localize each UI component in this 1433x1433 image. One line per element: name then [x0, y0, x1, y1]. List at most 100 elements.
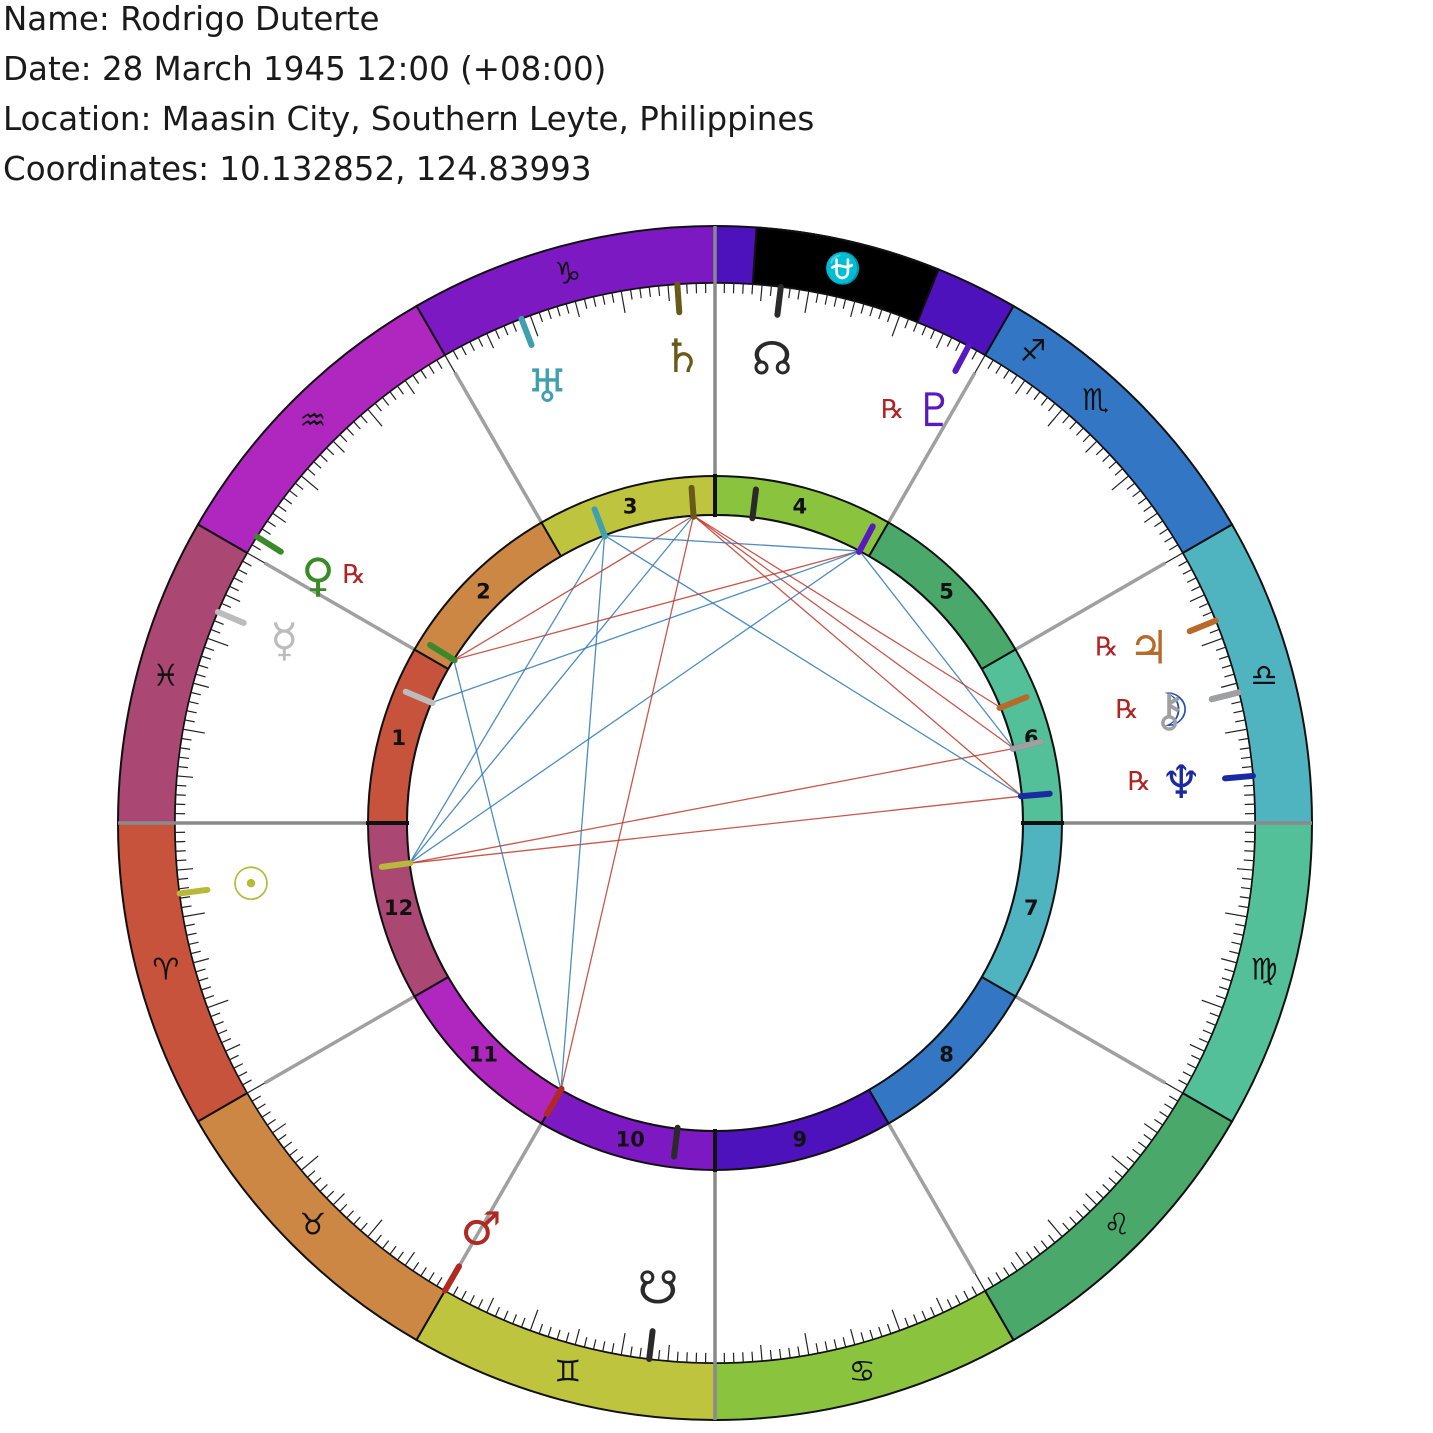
house-number-1: 1 [391, 726, 406, 750]
house-number-5: 5 [939, 579, 954, 603]
planet-marker-outer-uranus [518, 315, 535, 349]
retrograde-marker-venus: ℞ [342, 560, 365, 590]
birth-date: Date: 28 March 1945 12:00 (+08:00) [3, 50, 607, 88]
house-number-2: 2 [476, 579, 491, 603]
planet-marker-inner-chiron [1009, 738, 1045, 752]
planet-marker-inner-sun [378, 860, 414, 870]
sign-glyph-leo: ♌ [1104, 1207, 1131, 1242]
planet-marker-outer-jupiter [1186, 617, 1219, 635]
sign-glyph-cancer: ♋ [849, 1355, 876, 1390]
house-cusp-line-12 [263, 994, 416, 1085]
planet-glyph-pluto: ♇ [914, 383, 955, 437]
planet-marker-outer-mars [442, 1263, 462, 1294]
planet-marker-inner-jupiter [996, 694, 1030, 711]
aspect-line [453, 550, 860, 661]
planet-marker-inner-mercury [402, 688, 436, 707]
sign-glyph-capricorn: ♑ [554, 256, 581, 291]
birth-location: Location: Maasin City, Southern Leyte, P… [3, 100, 815, 138]
aspect-line [693, 515, 1015, 750]
planet-marker-inner-mars [544, 1085, 565, 1117]
planet-glyph-moon: ☽ [1148, 683, 1189, 737]
house-number-9: 9 [792, 1127, 807, 1151]
house-number-7: 7 [1024, 896, 1039, 920]
planet-marker-inner-venus [427, 641, 458, 664]
retrograde-marker-chiron: ℞ [1115, 695, 1138, 725]
house-number-3: 3 [623, 495, 638, 519]
sign-glyph-gemini: ♊ [554, 1355, 581, 1390]
planet-marker-outer-south-node [646, 1328, 656, 1362]
aspect-line [604, 534, 1023, 797]
aspect-line [409, 747, 1014, 864]
house-number-4: 4 [792, 495, 807, 519]
aspect-line [409, 795, 1022, 864]
planet-glyph-uranus: ♅ [527, 359, 568, 413]
sign-glyph-scorpio: ♏ [1082, 383, 1109, 418]
retrograde-marker-neptune: ℞ [1128, 767, 1151, 797]
house-number-10: 10 [616, 1127, 645, 1151]
planet-glyph-north-node: ☊ [752, 331, 793, 385]
sign-glyph-aquarius: ♒ [300, 404, 327, 439]
aspect-line [409, 550, 860, 864]
aspect-line [604, 534, 860, 552]
aspect-line [693, 515, 1023, 797]
planet-marker-outer-north-node [774, 284, 784, 318]
person-name: Name: Rodrigo Duterte [3, 0, 380, 38]
planet-markers [176, 281, 1256, 1362]
planet-marker-outer-chiron [1208, 689, 1242, 703]
planet-marker-inner-pluto [856, 523, 876, 555]
house-number-12: 12 [384, 896, 413, 920]
house-cusp-line-5 [886, 371, 977, 524]
planet-marker-outer-mercury [214, 609, 247, 626]
sign-glyph-libra: ♎ [1251, 658, 1278, 693]
zodiac-ring: ♈ ♉ ♊ ♋ ♌ ♍ ♎ ♏ ♐ ♑ ♒ ♓ ⛎ [116, 224, 1314, 1422]
chart-header: Name: Rodrigo Duterte Date: 28 March 194… [3, 0, 814, 194]
house-cusp-lines [118, 226, 1312, 1420]
house-cusp-line-11 [453, 1122, 544, 1275]
planet-glyph-mercury: ☿ [270, 613, 298, 667]
house-cusp-line-2 [263, 561, 416, 652]
house-number-8: 8 [939, 1043, 954, 1067]
planet-glyph-sun: ☉ [230, 857, 271, 911]
planet-glyphs: ☉☽☿♀ ℞♂♃℞♄♅♆℞♇℞⚷℞☊☋ [230, 329, 1201, 1314]
aspect-line [560, 515, 695, 1090]
planet-glyph-venus: ♀ [301, 548, 335, 602]
planet-glyph-neptune: ♆ [1161, 755, 1202, 809]
sign-glyph-aries: ♈ [152, 953, 179, 988]
planet-marker-outer-sun [176, 886, 211, 897]
sign-glyph-virgo: ♍ [1251, 953, 1278, 988]
planet-marker-outer-venus [254, 533, 284, 555]
retrograde-marker-jupiter: ℞ [1095, 633, 1118, 663]
planet-marker-inner-saturn [688, 484, 697, 520]
aspect-line [409, 535, 606, 864]
sign-glyph-taurus: ♉ [300, 1207, 327, 1242]
house-cusp-line-9 [886, 1122, 977, 1275]
planet-glyph-jupiter: ♃ [1128, 621, 1169, 675]
planet-marker-outer-pluto [952, 343, 972, 374]
planet-marker-inner-neptune [1017, 790, 1053, 800]
aspect-line [560, 535, 606, 1090]
planet-glyph-south-node: ☋ [638, 1261, 679, 1315]
planet-glyph-mars: ♂ [460, 1201, 501, 1255]
planet-glyph-saturn: ♄ [662, 329, 703, 383]
aspect-line [453, 659, 562, 1090]
planet-marker-inner-south-node [671, 1124, 681, 1160]
birth-coordinates: Coordinates: 10.132852, 124.83993 [3, 150, 592, 188]
planet-marker-inner-north-node [749, 486, 759, 522]
house-cusp-line-6 [1014, 561, 1167, 652]
planet-marker-outer-neptune [1222, 772, 1256, 782]
aspect-line [409, 515, 695, 864]
sign-glyph-sagittarius: ♐ [1019, 334, 1046, 369]
aspect-line [693, 515, 1001, 709]
house-number-11: 11 [469, 1043, 498, 1067]
planet-marker-outer-saturn [674, 281, 683, 316]
aspect-line [453, 515, 694, 661]
house-cusp-line-8 [1014, 994, 1167, 1085]
sign-glyph-ophiuchus: ⛎ [824, 251, 861, 287]
sign-glyph-pisces: ♓ [152, 658, 179, 693]
planet-marker-inner-uranus [591, 506, 608, 540]
planet-glyph-chiron: ⚷ [1152, 683, 1186, 737]
aspect-line [431, 550, 860, 704]
aspect-line [859, 550, 1015, 749]
